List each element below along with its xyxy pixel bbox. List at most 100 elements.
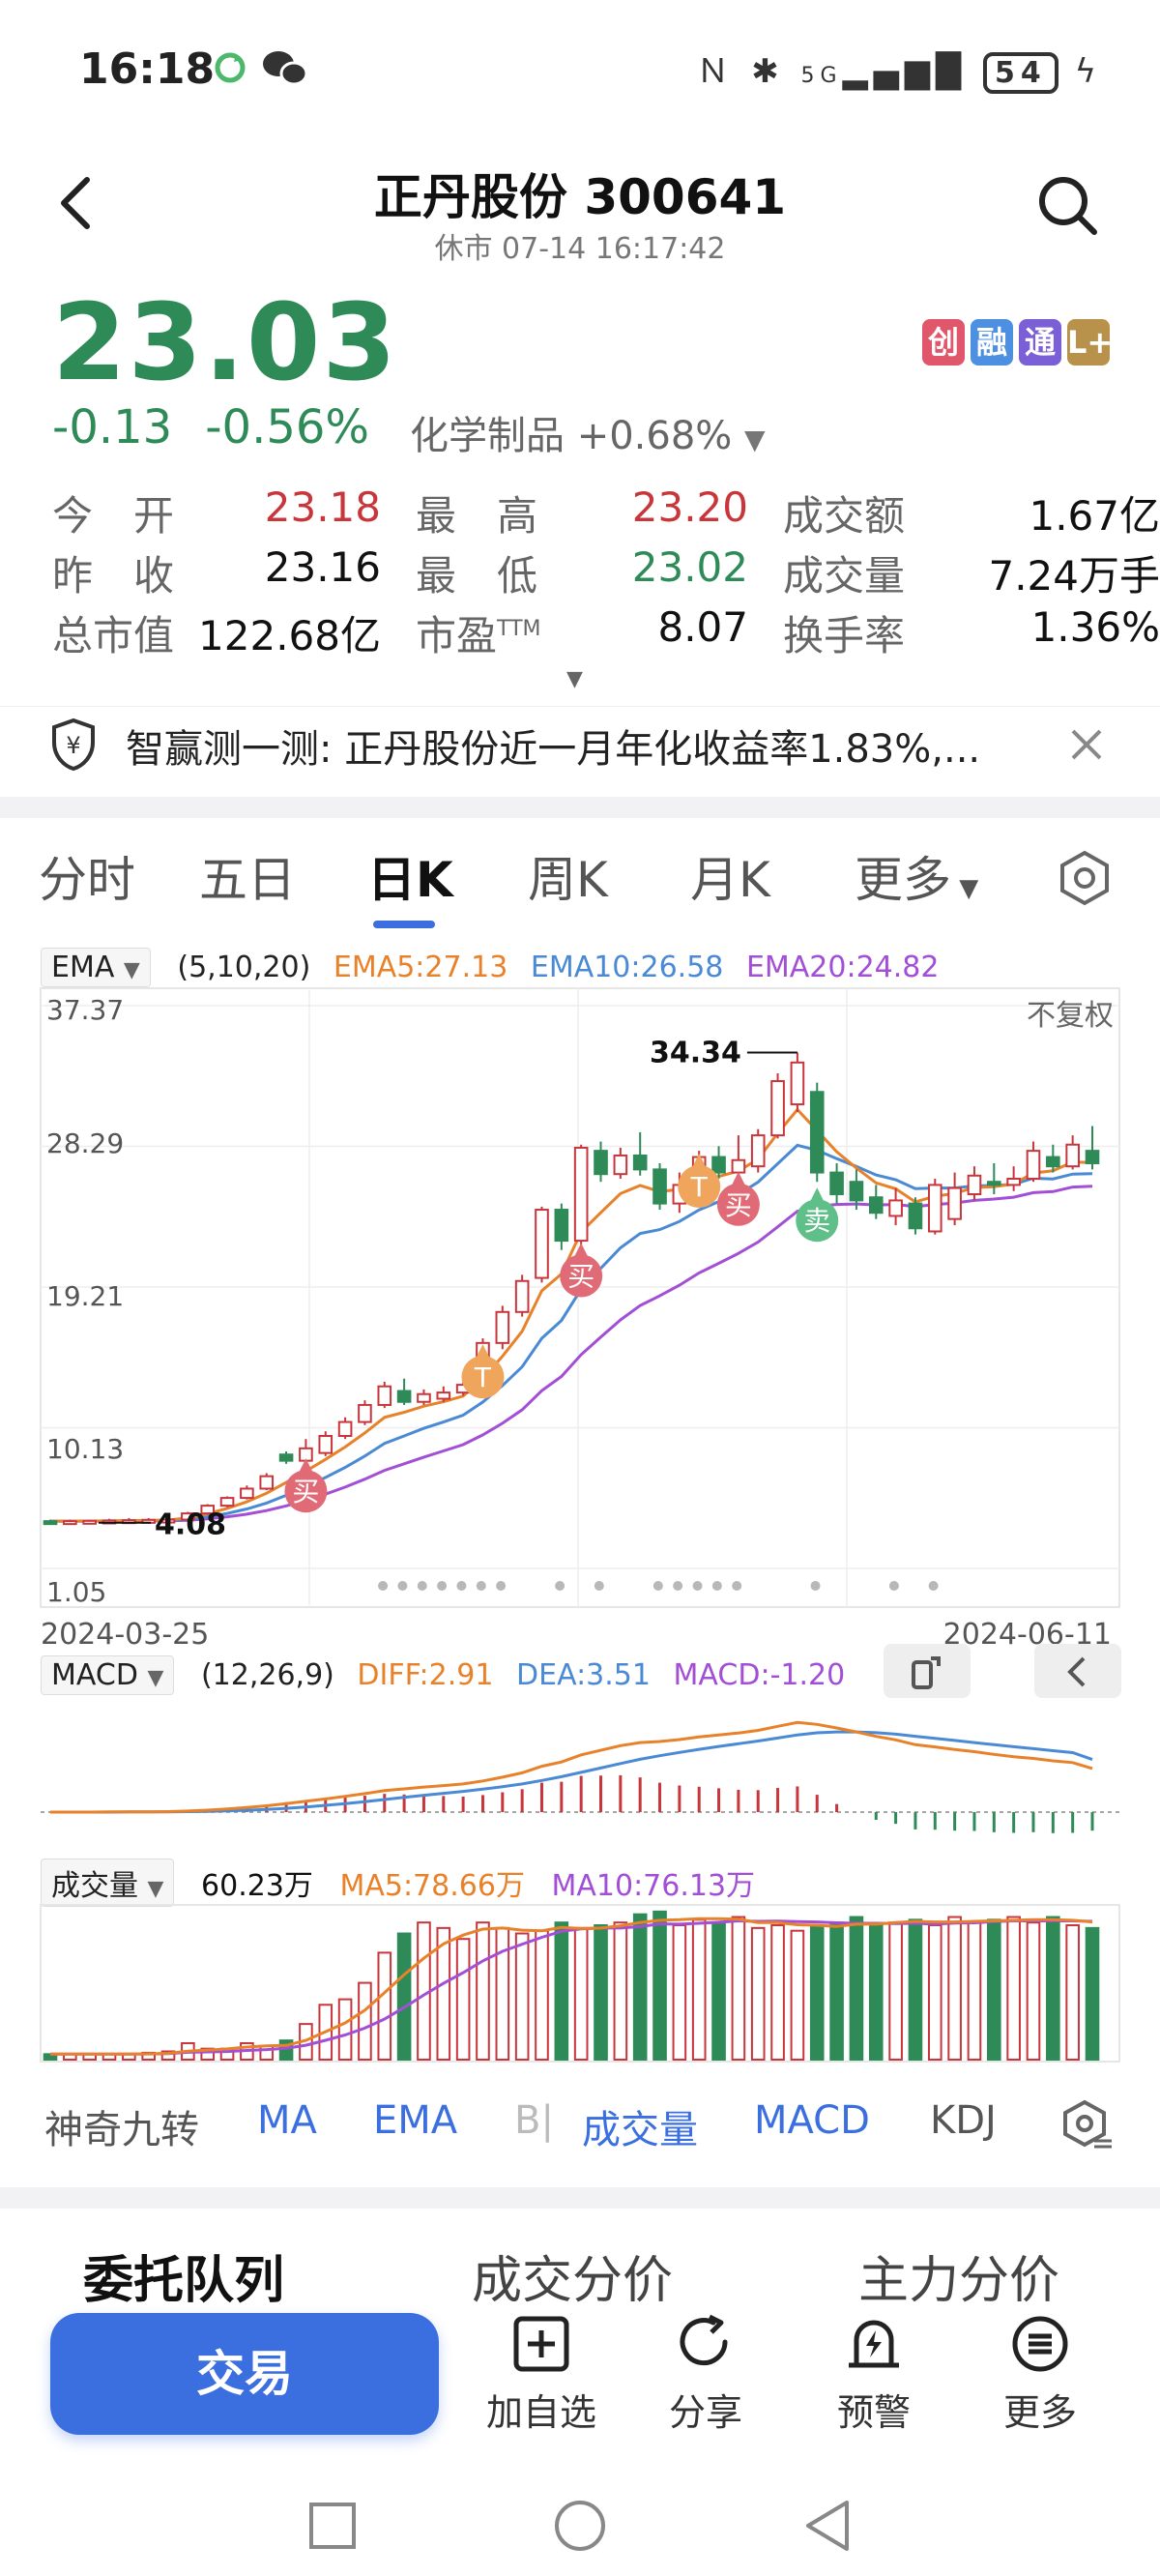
collapse-button[interactable]	[1034, 1644, 1121, 1698]
section-divider-2	[0, 2187, 1160, 2209]
badges: 创融通 L+	[916, 319, 1113, 366]
back-nav-icon[interactable]	[802, 2499, 853, 2553]
volume-indicator-dropdown[interactable]: 成交量 ▼	[41, 1859, 175, 1907]
back-icon[interactable]	[56, 174, 95, 232]
more-menu-icon	[1012, 2316, 1068, 2372]
tab-main-force-price[interactable]: 主力分价	[858, 2252, 1060, 2310]
ind-tab-nine[interactable]: 神奇九转	[44, 2108, 199, 2152]
candle-body	[888, 1199, 903, 1217]
ind-tab-macd[interactable]: MACD	[754, 2098, 870, 2143]
candle-body	[181, 1512, 195, 1521]
candle-body	[259, 1475, 275, 1490]
volume-bar	[594, 1924, 608, 2061]
y-label-max: 37.37	[46, 994, 124, 1026]
signal-pointer	[475, 1344, 491, 1361]
add-box-icon	[513, 2316, 569, 2372]
event-dot	[594, 1581, 604, 1591]
chart-period-tabs: 分时 五日 日K 周K 月K 更多 ▼	[0, 841, 1160, 928]
nfc-icon: Ｎ	[696, 52, 736, 91]
signal-label: 买	[725, 1189, 752, 1221]
badge-tong[interactable]: 通	[1019, 319, 1061, 366]
adjust-mode-label[interactable]: 不复权	[1027, 999, 1114, 1033]
close-icon[interactable]	[1067, 725, 1106, 764]
more-button[interactable]: 更多	[972, 2313, 1108, 2436]
event-dot	[888, 1581, 899, 1591]
tab-monthly-k[interactable]: 月K	[690, 852, 770, 908]
banner-text[interactable]: 智赢测一测: 正丹股份近一月年化收益率1.83%,...	[126, 727, 981, 772]
volume-bar	[770, 1924, 785, 2061]
pe-value: 8.07	[657, 603, 748, 651]
trade-button[interactable]: 交易	[50, 2313, 439, 2435]
info-banner[interactable]	[0, 706, 1160, 788]
volume-ma5-line	[50, 1917, 1093, 2056]
tab-trade-price[interactable]: 成交分价	[472, 2252, 674, 2310]
low-value-label: 4.08	[155, 1508, 226, 1542]
badge-level2[interactable]: L+	[1067, 319, 1113, 366]
hexagon-settings-icon[interactable]	[1056, 849, 1114, 907]
ind-tab-boll[interactable]: B|	[514, 2098, 554, 2143]
y-label-2: 28.29	[46, 1127, 124, 1159]
event-dot	[673, 1581, 683, 1591]
ema-lines	[50, 1107, 1093, 1523]
rotate-button[interactable]	[884, 1644, 971, 1698]
candle-body	[868, 1196, 884, 1215]
price-change: -0.13 -0.56%	[52, 400, 402, 454]
volume-bar	[495, 1926, 510, 2062]
tab-order-queue[interactable]: 委托队列	[83, 2252, 285, 2310]
home-icon[interactable]	[553, 2499, 607, 2553]
volume-bar	[672, 1924, 687, 2061]
alert-button[interactable]: 预警	[806, 2313, 942, 2436]
volume-bar	[927, 1924, 942, 2061]
candle-body	[1065, 1143, 1080, 1168]
candle-body	[514, 1279, 530, 1313]
ind-tab-ema[interactable]: EMA	[373, 2098, 458, 2143]
macd-header: MACD ▼ (12,26,9) DIFF:2.91 DEA:3.51 MACD…	[41, 1655, 845, 1695]
candle-body	[632, 1154, 648, 1171]
current-price: 23.03	[52, 280, 398, 404]
ema10-line	[50, 1143, 1093, 1523]
market-status: 休市 07-14 16:17:42	[434, 232, 726, 266]
amount-label: 成交额	[783, 492, 906, 540]
event-dot	[496, 1581, 507, 1591]
ind-tab-ma[interactable]: MA	[257, 2098, 317, 2143]
volume-bar	[358, 1981, 372, 2061]
add-watchlist-button[interactable]: 加自选	[474, 2313, 609, 2436]
change-value: -0.13	[52, 400, 173, 454]
share-button[interactable]: 分享	[638, 2313, 773, 2436]
volume-chart[interactable]	[0, 1901, 1160, 2065]
volume-value: 7.24万手	[988, 552, 1160, 600]
tab-more[interactable]: 更多 ▼	[855, 852, 979, 908]
indicator-settings-icon[interactable]	[1059, 2098, 1114, 2162]
diff-line	[50, 1720, 1093, 1814]
expand-stats-icon[interactable]: ▼	[566, 667, 583, 691]
ema20-value: EMA20:24.82	[745, 951, 940, 984]
signal-marker-buy: 买	[560, 1243, 603, 1298]
tab-intraday[interactable]: 分时	[39, 852, 135, 908]
tab-five-day[interactable]: 五日	[199, 852, 296, 908]
ind-tab-volume[interactable]: 成交量	[582, 2108, 698, 2152]
tab-weekly-k[interactable]: 周K	[528, 852, 608, 908]
tab-daily-k[interactable]: 日K	[367, 852, 453, 908]
macd-indicator-dropdown[interactable]: MACD ▼	[41, 1655, 175, 1695]
kline-frame	[40, 987, 1120, 1608]
badge-rong[interactable]: 融	[971, 319, 1013, 366]
search-icon[interactable]	[1034, 172, 1102, 240]
sector-link[interactable]: 化学制品 +0.68% ▼	[410, 414, 766, 458]
change-percent: -0.56%	[205, 400, 370, 454]
volume-bar	[809, 1924, 825, 2061]
candle-body	[495, 1310, 510, 1344]
volume-bar	[160, 2050, 176, 2061]
macd-chart[interactable]	[0, 1698, 1160, 1843]
kline-chart[interactable]: 买T买T买卖 37.37 28.29 19.21 10.13 1.05 不复权 …	[0, 977, 1160, 1654]
volume-bar	[337, 1998, 353, 2061]
dea-value: DEA:3.51	[516, 1658, 651, 1692]
system-navbar	[0, 2475, 1160, 2576]
candle-body	[535, 1209, 549, 1279]
candle-body	[43, 1520, 58, 1526]
candle-body	[554, 1209, 569, 1243]
ema20-line	[50, 1185, 1093, 1523]
ind-tab-kdj[interactable]: KDJ	[930, 2098, 997, 2143]
more-label: 更多	[1002, 2391, 1077, 2434]
badge-chuang[interactable]: 创	[922, 319, 965, 366]
recent-apps-icon[interactable]	[307, 2501, 358, 2551]
